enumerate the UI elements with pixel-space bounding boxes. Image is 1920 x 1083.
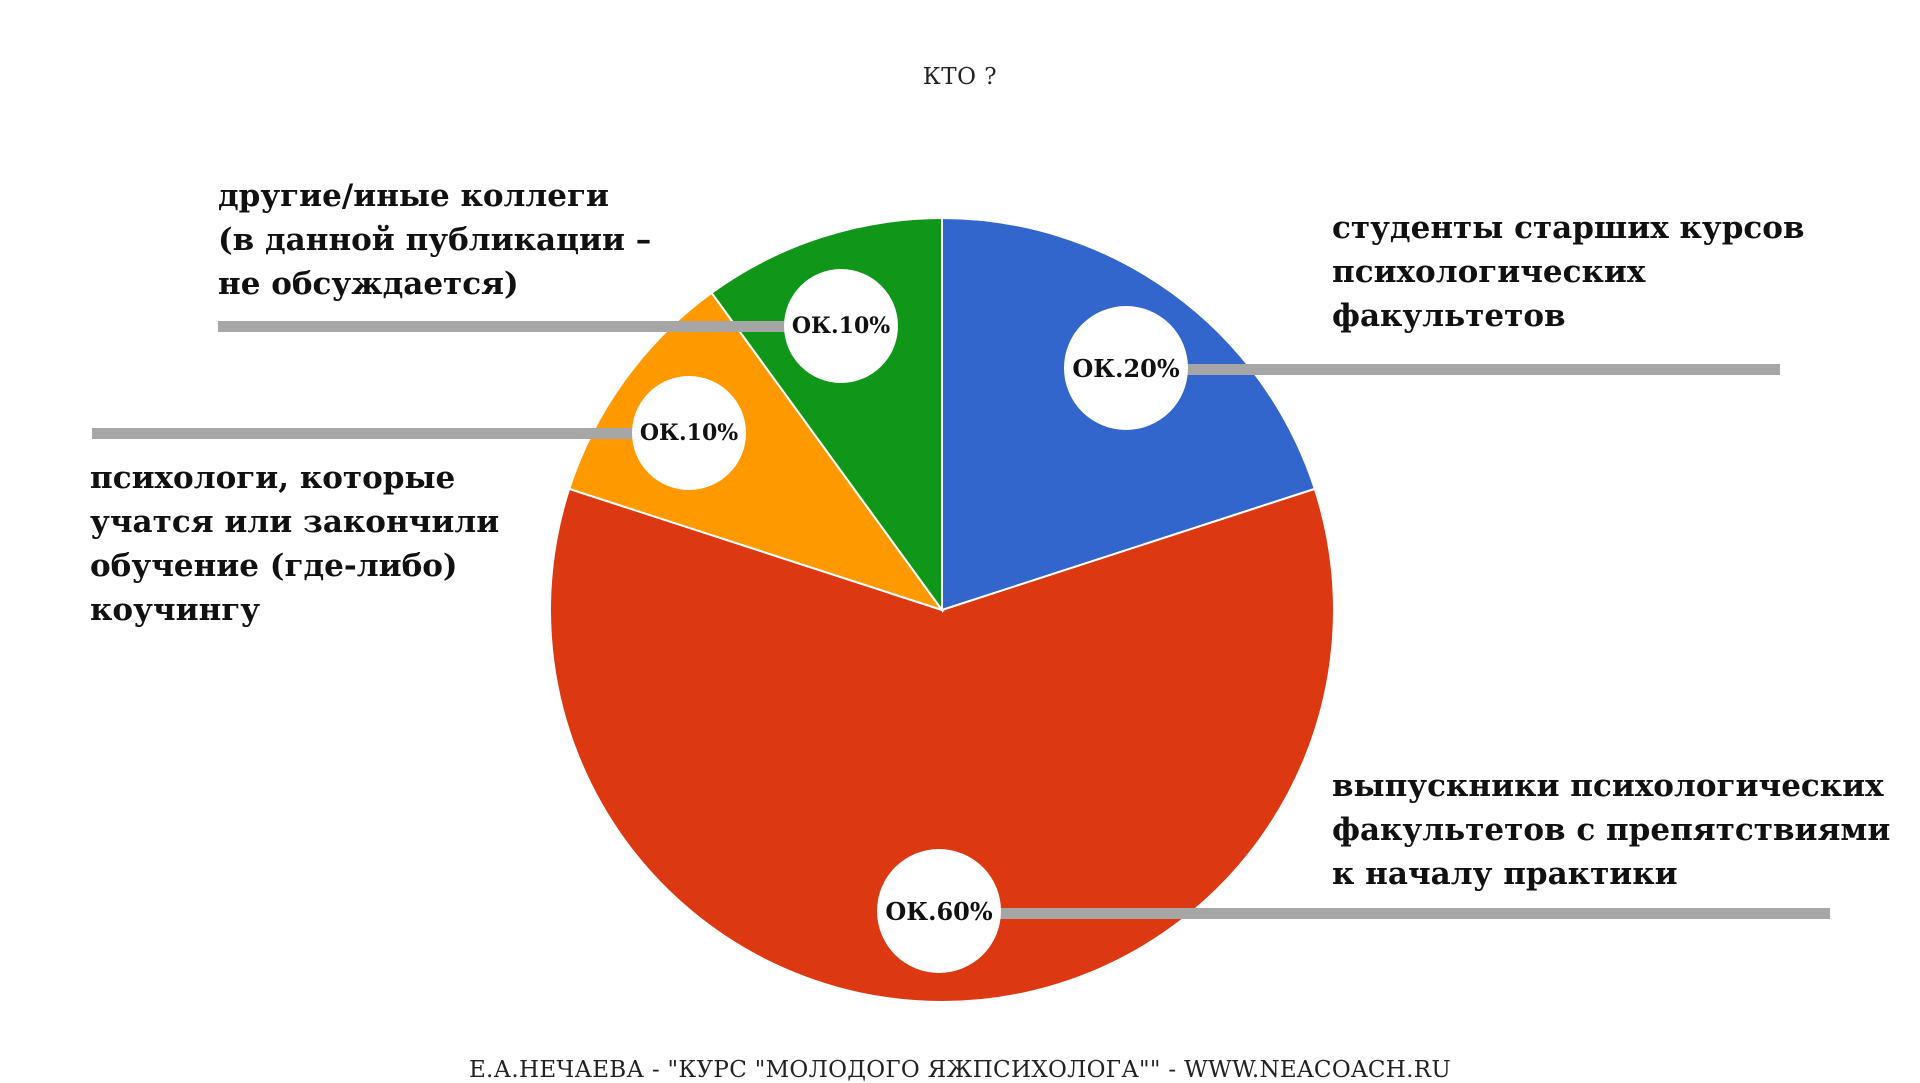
callout-coaching-line-1: психологи, которые	[90, 460, 456, 496]
callout-graduates-line-2: факультетов с препятствиями	[1332, 812, 1891, 848]
pie-slice-1	[549, 487, 1335, 1004]
callout-graduates-line-1: выпускники психологических	[1332, 768, 1884, 804]
leader-line-others	[218, 321, 838, 332]
callout-others-line-3: не обсуждается)	[218, 266, 519, 302]
footer-credit: Е.А.НЕЧАЕВА - "КУРС "МОЛОДОГО ЯЖПСИХОЛОГ…	[468, 1057, 1452, 1083]
callout-others-line-2: (в данной публикации –	[218, 222, 652, 258]
callout-coaching-line-3: обучение (где-либо)	[90, 548, 458, 584]
value-label-students: ОК.20%	[1064, 306, 1188, 430]
callout-graduates-line-3: к началу практики	[1332, 856, 1678, 892]
leader-line-coaching	[92, 428, 702, 439]
pie-slice-2	[567, 291, 945, 612]
callout-students-line-1: студенты старших курсов	[1332, 210, 1805, 246]
value-label-others: ОК.10%	[784, 269, 898, 383]
callout-students-line-3: факультетов	[1332, 298, 1566, 334]
callout-graduates: выпускники психологических факультетов с…	[1332, 764, 1890, 896]
callout-others: другие/иные коллеги (в данной публикации…	[218, 174, 651, 306]
callout-coaching-line-4: коучингу	[90, 592, 261, 628]
callout-coaching-line-2: учатся или закончили	[90, 504, 500, 540]
leader-line-graduates	[1000, 908, 1830, 919]
callout-coaching: психологи, которые учатся или закончили …	[90, 456, 499, 632]
callout-students: студенты старших курсов психологических …	[1332, 206, 1805, 338]
value-label-coaching: ОК.10%	[632, 376, 746, 490]
callout-students-line-2: психологических	[1332, 254, 1646, 290]
callout-others-line-1: другие/иные коллеги	[218, 178, 609, 214]
leader-line-students	[1180, 364, 1780, 375]
chart-title: КТО ?	[922, 64, 998, 90]
value-label-graduates: ОК.60%	[877, 849, 1001, 973]
